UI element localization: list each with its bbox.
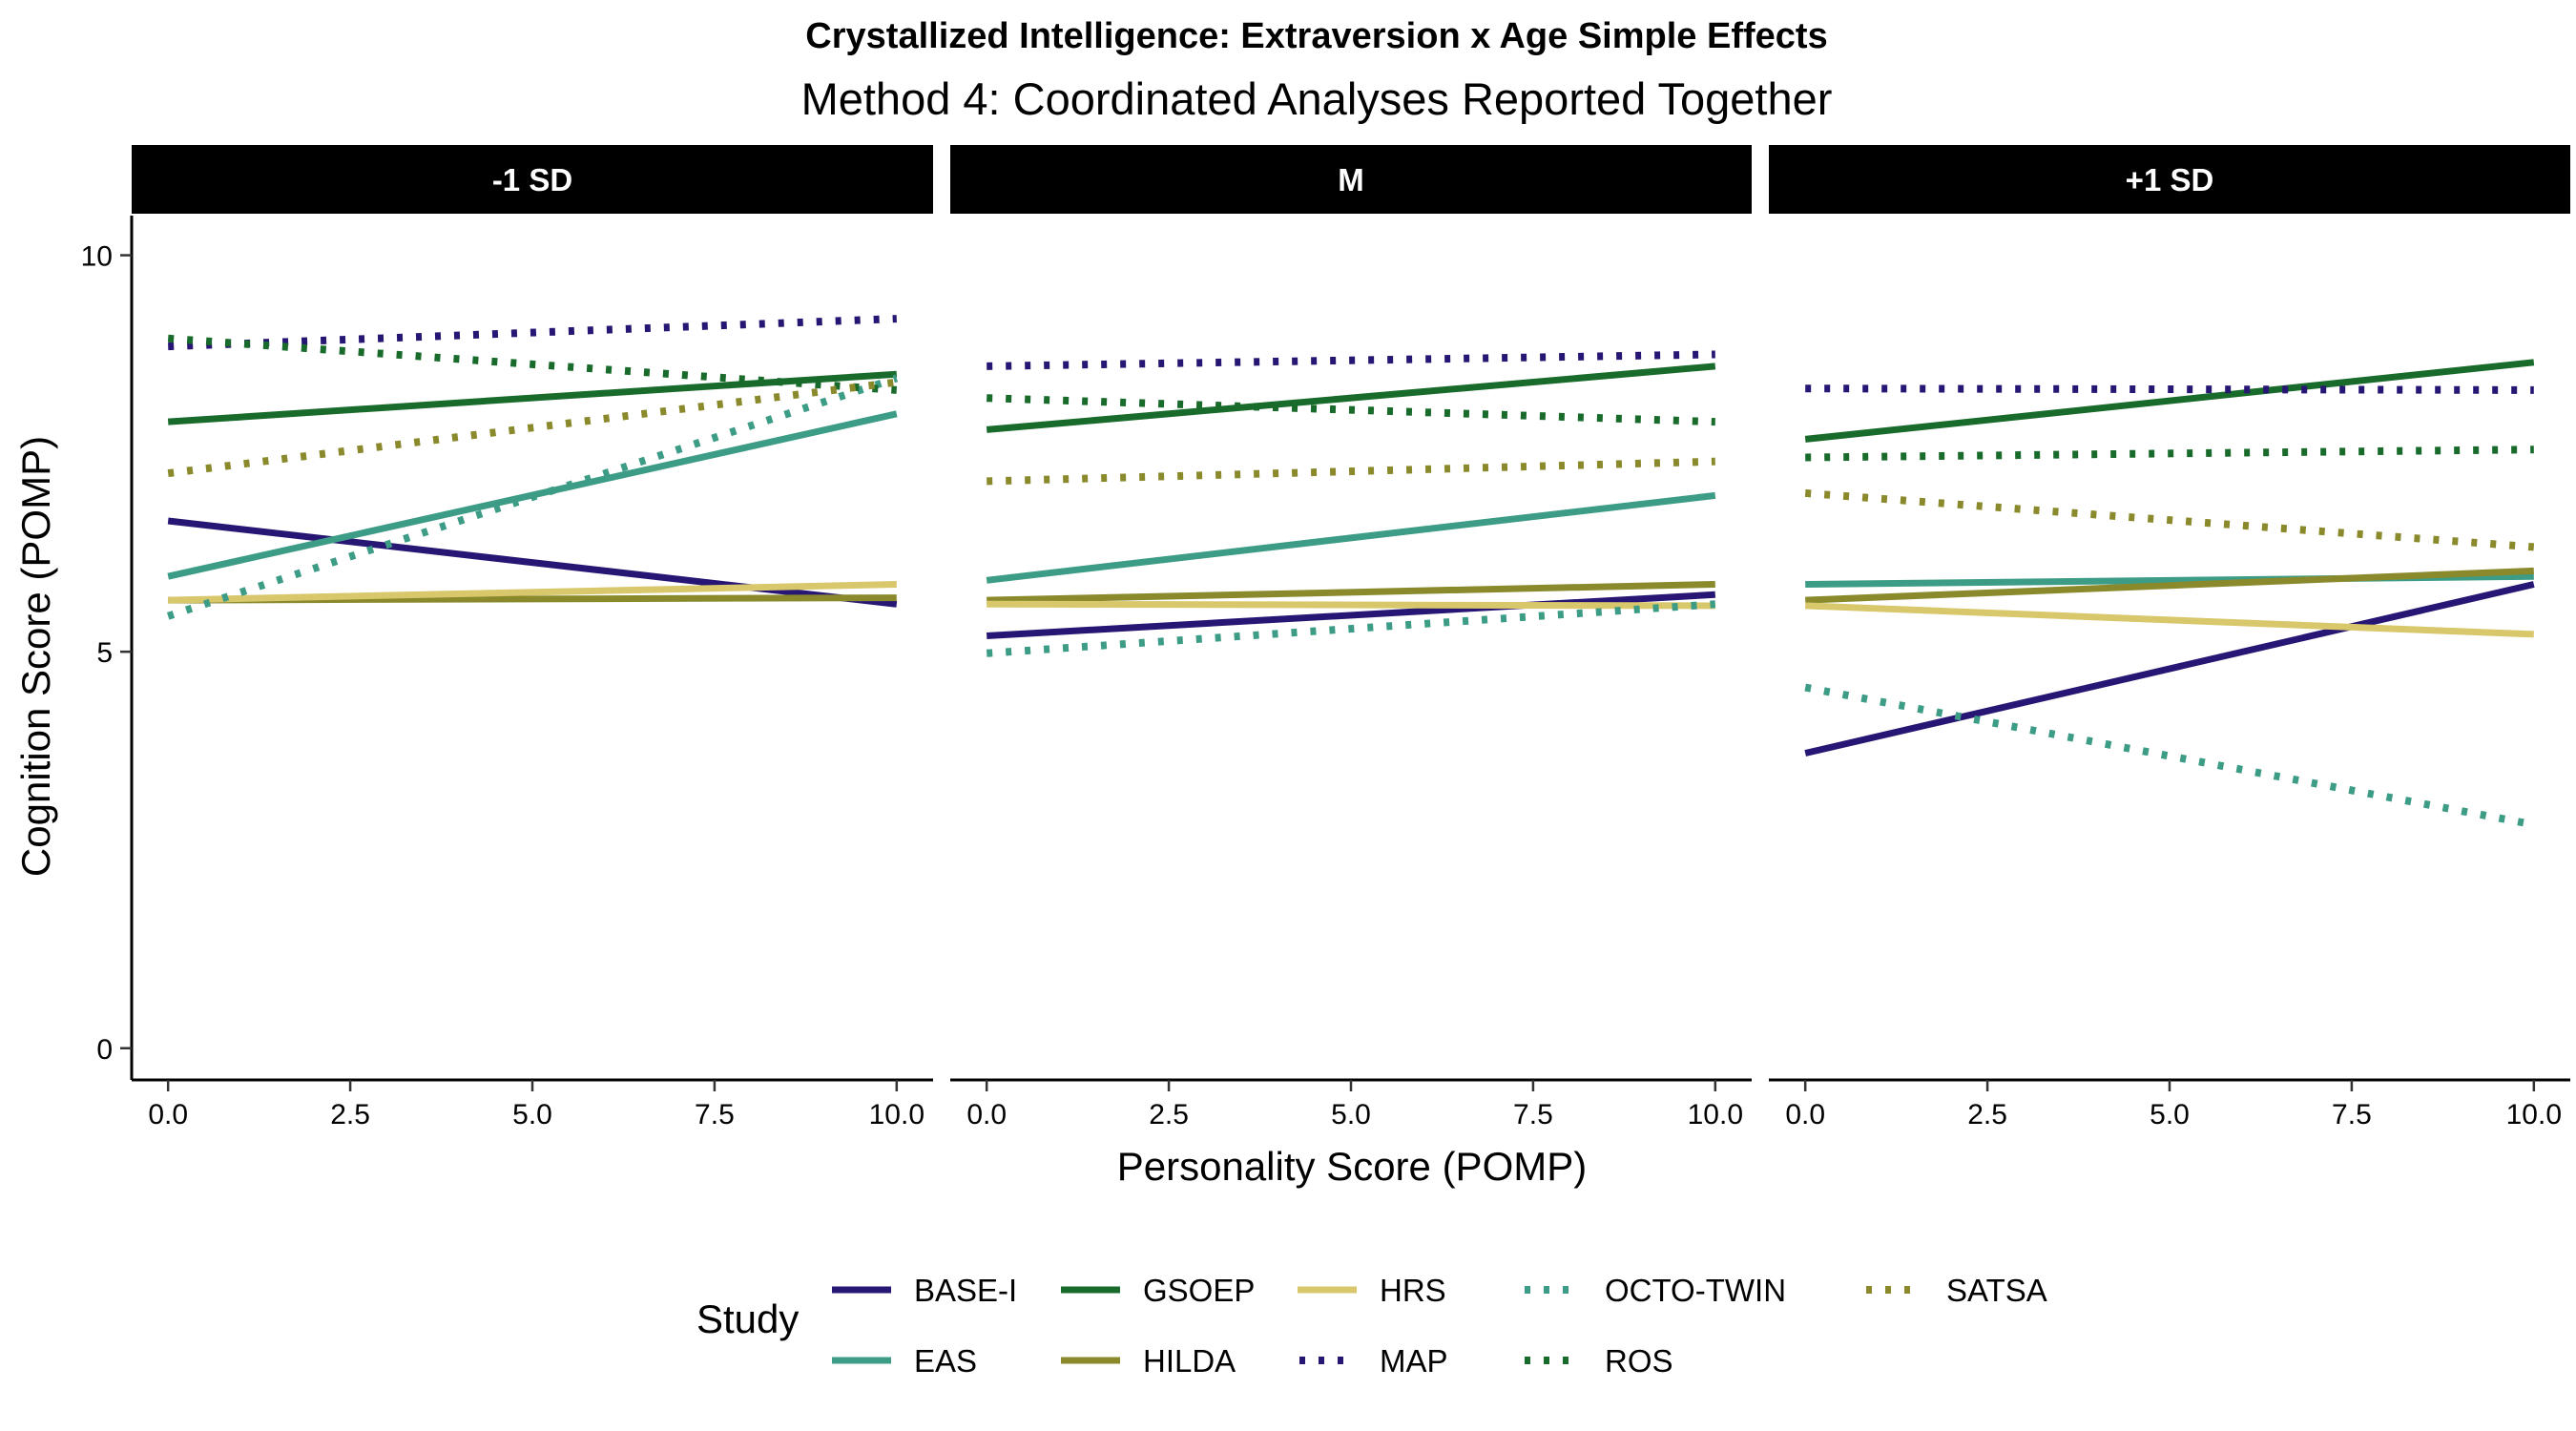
legend: BASE-I EAS GSOEP HILDA HRS MAP OCTO-TWIN ROS SAT… (832, 1273, 2047, 1379)
series-line-hilda (987, 581, 1715, 604)
x-axis-label: Personality Score (POMP) (1117, 1144, 1587, 1189)
series-line-eas (986, 491, 1716, 584)
x-tick-label: 7.5 (2332, 1099, 2372, 1130)
legend-item-octo-twin: OCTO-TWIN (1525, 1273, 1786, 1308)
x-tick-label: 10.0 (1688, 1099, 1743, 1130)
strip-background (132, 145, 933, 214)
legend-label: HILDA (1143, 1343, 1236, 1379)
x-tick-label: 7.5 (1513, 1099, 1553, 1130)
series-line-map (168, 315, 897, 351)
legend-item-hrs: HRS (1298, 1273, 1446, 1308)
series-line-ros (167, 334, 898, 394)
legend-label: SATSA (1946, 1273, 2047, 1308)
strip-background (950, 145, 1752, 214)
legend-label: MAP (1380, 1343, 1448, 1379)
series-line-map (987, 350, 1715, 370)
chart-title: Crystallized Intelligence: Extraversion … (805, 16, 1827, 56)
series-line-octo-twin (986, 600, 1716, 657)
x-tick-label: 0.0 (966, 1099, 1007, 1130)
x-tick-label: 5.0 (512, 1099, 552, 1130)
legend-item-gsoep: GSOEP (1061, 1273, 1255, 1308)
series-line-satsa (987, 457, 1715, 486)
series-line-hrs (1805, 602, 2534, 638)
legend-item-eas: EAS (832, 1343, 977, 1379)
series-line-ros (987, 394, 1715, 426)
chart-subtitle: Method 4: Coordinated Analyses Reported … (801, 73, 1833, 124)
series-line-gsoep (1804, 359, 2535, 443)
x-tick-label: 0.0 (148, 1099, 188, 1130)
x-tick-label: 10.0 (869, 1099, 924, 1130)
x-tick-label: 10.0 (2506, 1099, 2562, 1130)
series-line-hrs (987, 600, 1715, 610)
panels: -1 SD 0.0 2.5 5.0 7.5 10.0 0 5 10 M 0.0 2.5 5.0 7.5 10… (81, 145, 2570, 1130)
legend-item-hilda: HILDA (1061, 1343, 1236, 1379)
series-line-ros (1805, 446, 2534, 462)
x-tick-label: 5.0 (1331, 1099, 1371, 1130)
legend-item-map: MAP (1299, 1343, 1448, 1379)
legend-item-ros: ROS (1525, 1343, 1673, 1379)
series-line-gsoep (167, 370, 898, 425)
series-line-hilda (1805, 567, 2534, 604)
series-line-octo-twin (166, 374, 899, 620)
panel-1-sd: -1 SD 0.0 2.5 5.0 7.5 10.0 0 5 10 (81, 145, 933, 1130)
series-line-base-i (1804, 581, 2535, 757)
strip-label: -1 SD (492, 162, 572, 197)
y-tick-label: 10 (81, 241, 113, 273)
x-tick-label: 0.0 (1785, 1099, 1825, 1130)
panel-1-sd: +1 SD 0.0 2.5 5.0 7.5 10.0 (1769, 145, 2570, 1130)
strip-label: M (1338, 162, 1364, 197)
series-line-satsa (167, 378, 898, 478)
x-tick-label: 2.5 (1149, 1099, 1189, 1130)
y-tick-label: 0 (96, 1034, 113, 1066)
legend-label: BASE-I (914, 1273, 1017, 1308)
legend-title: Study (696, 1296, 799, 1341)
x-tick-label: 2.5 (1967, 1099, 2007, 1130)
x-tick-label: 7.5 (695, 1099, 735, 1130)
series-line-base-i (987, 591, 1715, 639)
series-line-gsoep (986, 363, 1716, 433)
x-tick-label: 2.5 (330, 1099, 370, 1130)
legend-label: ROS (1605, 1343, 1673, 1379)
x-tick-label: 5.0 (2150, 1099, 2190, 1130)
legend-item-base-i: BASE-I (832, 1273, 1017, 1308)
series-line-map (1805, 384, 2534, 394)
series-line-octo-twin (1804, 683, 2535, 829)
strip-background (1769, 145, 2570, 214)
y-tick-label: 5 (96, 637, 113, 669)
legend-item-satsa: SATSA (1866, 1273, 2047, 1308)
series-line-hrs (168, 581, 897, 604)
series-line-satsa (1804, 488, 2535, 551)
y-axis-label: Cognition Score (POMP) (13, 436, 58, 877)
legend-label: OCTO-TWIN (1605, 1273, 1786, 1308)
strip-label: +1 SD (2126, 162, 2214, 197)
legend-label: HRS (1380, 1273, 1446, 1308)
legend-label: EAS (914, 1343, 977, 1379)
panel-m: M 0.0 2.5 5.0 7.5 10.0 (950, 145, 1752, 1130)
legend-label: GSOEP (1143, 1273, 1255, 1308)
